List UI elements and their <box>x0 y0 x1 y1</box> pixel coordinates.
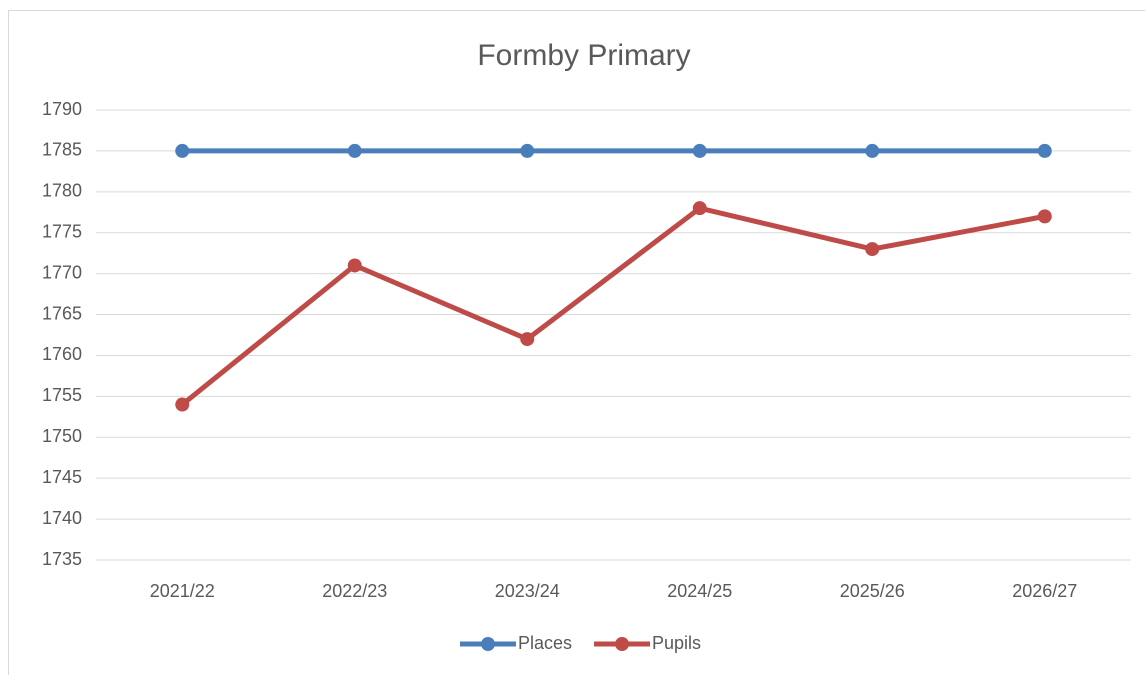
x-tick-label: 2023/24 <box>495 581 560 601</box>
y-tick-label: 1760 <box>42 344 82 364</box>
y-tick-label: 1745 <box>42 467 82 487</box>
chart-border <box>8 10 1145 675</box>
y-tick-label: 1775 <box>42 221 82 241</box>
y-tick-label: 1780 <box>42 181 82 201</box>
point <box>520 332 535 347</box>
point <box>692 201 707 216</box>
legend-label: Pupils <box>652 633 701 653</box>
x-tick-label: 2025/26 <box>840 581 905 601</box>
y-tick-label: 1770 <box>42 262 82 282</box>
point <box>1037 143 1052 158</box>
point <box>347 143 362 158</box>
y-tick-label: 1755 <box>42 385 82 405</box>
point <box>865 242 880 257</box>
chart-title: Formby Primary <box>477 39 690 72</box>
y-tick-label: 1740 <box>42 508 82 528</box>
point <box>520 143 535 158</box>
y-tick-label: 1735 <box>42 549 82 569</box>
point <box>175 143 190 158</box>
y-tick-label: 1765 <box>42 303 82 323</box>
series-line <box>180 205 1046 407</box>
point <box>347 258 362 273</box>
legend-label: Places <box>518 633 572 653</box>
point <box>692 143 707 158</box>
y-tick-label: 1790 <box>42 99 82 119</box>
x-tick-label: 2022/23 <box>322 581 387 601</box>
y-tick-label: 1785 <box>42 140 82 160</box>
point <box>865 143 880 158</box>
x-tick-label: 2024/25 <box>667 581 732 601</box>
legend-marker <box>481 637 495 651</box>
legend-marker <box>615 637 630 651</box>
point <box>1037 209 1052 224</box>
x-tick-label: 2026/27 <box>1012 581 1077 601</box>
x-tick-label: 2021/22 <box>150 581 215 601</box>
point <box>175 397 190 412</box>
y-tick-label: 1750 <box>42 426 82 446</box>
